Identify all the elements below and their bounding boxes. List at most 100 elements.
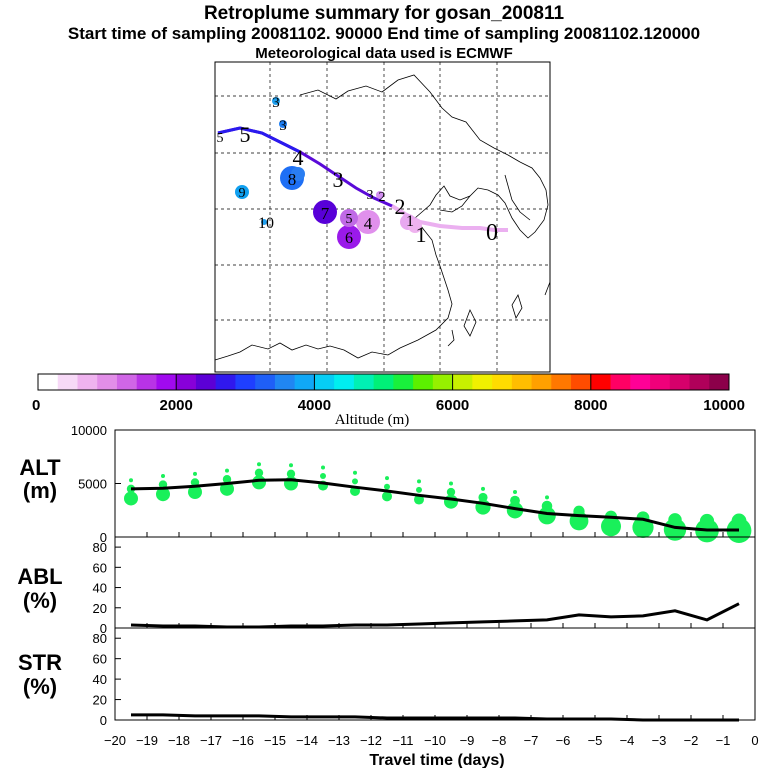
x-tick-label: 0 (751, 733, 758, 748)
altitude-bubble (668, 513, 682, 527)
cluster-bubble (356, 210, 380, 234)
colorbar-swatch (571, 374, 592, 390)
cluster-bubble (340, 209, 358, 227)
altitude-bubble (289, 463, 293, 468)
altitude-bubble (188, 485, 202, 500)
altitude-bubble (193, 471, 197, 476)
colorbar-tick-label: 0 (32, 397, 40, 414)
colorbar-swatch (630, 374, 651, 390)
panel-ylabel-unit: (%) (23, 674, 57, 699)
trajectory-day-label: 5 (240, 122, 251, 147)
altitude-bubble (129, 478, 133, 483)
colorbar-swatch (669, 374, 690, 390)
trajectory-day-label: 3 (367, 188, 374, 203)
colorbar-swatch (551, 374, 572, 390)
altitude-bubble (352, 478, 358, 485)
altitude-bubble (156, 487, 170, 502)
sampling-time-title: Start time of sampling 20081102. 90000 E… (67, 24, 701, 43)
met-data-title: Meteorological data used is ECMWF (255, 45, 513, 62)
series-line-str (131, 713, 739, 722)
x-tick-label: −2 (684, 733, 699, 748)
panel-abl: ABL(%) 0 20 40 60 80 (17, 536, 756, 636)
colorbar-swatch (492, 374, 513, 390)
y-tick-label: 40 (93, 672, 107, 687)
panel-ylabel: STR (18, 650, 62, 675)
altitude-bubble (161, 474, 165, 479)
x-tick-labels: −20 −19 −18 −17 −16 −15 −14 −13 −12 −11 −10 −9 −8 −7−… (104, 733, 759, 748)
colorbar-swatch (590, 374, 611, 390)
colorbar-tick-label: 10000 (703, 397, 745, 414)
colorbar-swatch (413, 374, 434, 390)
altitude-bubble (449, 481, 453, 486)
y-tick-label: 0 (100, 530, 107, 545)
colorbar-swatch (452, 374, 473, 390)
trajectory-day-label: 5 (346, 212, 353, 227)
altitude-bubble (321, 465, 325, 470)
panel-frame (114, 627, 756, 721)
main-title: Retroplume summary for gosan_200811 (203, 3, 565, 24)
altitude-bubble (353, 470, 357, 475)
y-tick-label: 80 (93, 631, 107, 646)
x-tick-label: −5 (588, 733, 603, 748)
altitude-bubble (510, 495, 520, 506)
colorbar-swatch (353, 374, 375, 390)
cluster-bubble (279, 120, 287, 128)
panel-alt: ALT(m) 0 5000 10000 (19, 423, 756, 545)
colorbar-swatch (393, 374, 414, 390)
y-tick-label: 80 (93, 540, 107, 555)
altitude-bubble (416, 486, 422, 493)
colorbar-swatch (294, 374, 315, 390)
x-tick-label: −11 (392, 733, 413, 748)
altitude-bubble (545, 495, 549, 500)
altitude-bubble (541, 500, 553, 512)
trajectory-day-label: 2 (395, 194, 406, 219)
colorbar-swatch (314, 374, 335, 390)
x-tick-label: −15 (264, 733, 286, 748)
altitude-bubble (663, 518, 687, 541)
y-tick-label: 5000 (78, 477, 107, 492)
cluster-bubble (313, 200, 337, 224)
colorbar-tick-label: 6000 (436, 397, 469, 414)
altitude-bubble (731, 513, 747, 529)
series-line-alt (130, 478, 739, 532)
colorbar-swatch (531, 374, 552, 390)
y-tick-label: 20 (93, 601, 107, 616)
x-tick-label: −19 (136, 733, 158, 748)
altitude-bubble (320, 473, 326, 480)
altitude-bubble (513, 490, 517, 495)
altitude-bubble (538, 506, 556, 525)
altitude-bubble (254, 468, 264, 477)
series-line-abl (130, 602, 740, 629)
trajectory-day-label: 1 (406, 213, 414, 230)
trajectory-day-label: 3 (333, 167, 344, 192)
colorbar-swatch (610, 374, 631, 390)
colorbar-swatch (373, 374, 394, 390)
time-series-panels: ALT(m)0500010000ABL(%)020406080STR(%)020… (17, 423, 756, 728)
colorbar-swatch (235, 374, 256, 390)
altitude-bubble (384, 483, 390, 490)
panel-ylabel: ALT (19, 455, 61, 480)
colorbar-swatch (255, 374, 276, 390)
colorbar-swatch (472, 374, 493, 390)
colorbar-swatch (689, 374, 710, 390)
trajectory-day-label: 4 (364, 214, 373, 233)
cluster-bubble (261, 219, 267, 225)
trajectory-day-label: 2 (379, 190, 386, 205)
altitude-bubble (124, 491, 138, 506)
x-tick-label: −1 (716, 733, 731, 748)
altitude-bubble (252, 475, 266, 490)
altitude-colorbar (37, 373, 730, 391)
y-tick-label: 0 (100, 713, 107, 728)
cluster-bubble (408, 219, 422, 233)
altitude-bubble (481, 486, 485, 491)
y-tick-label: 60 (93, 652, 107, 667)
cluster-bubble (272, 97, 280, 105)
x-tick-label: −3 (652, 733, 667, 748)
trajectory-day-label: 1 (416, 222, 427, 247)
cluster-bubble (376, 191, 384, 199)
trajectory-day-label: 0 (486, 220, 498, 246)
colorbar-swatch (432, 374, 453, 390)
trajectory-path-segment-west (217, 126, 301, 154)
colorbar-swatch (57, 374, 78, 390)
